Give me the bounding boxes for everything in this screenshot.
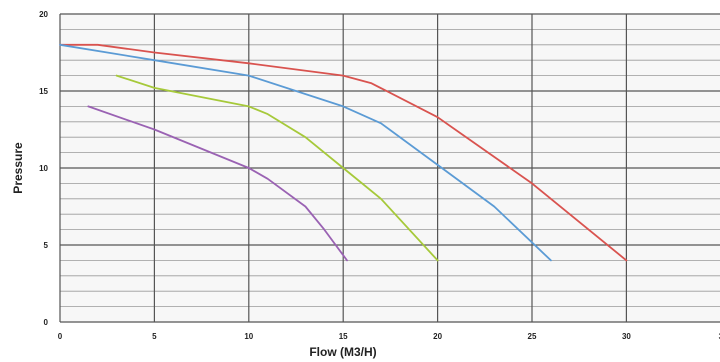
x-tick-label: 25 xyxy=(528,332,537,341)
x-tick-label: 20 xyxy=(433,332,442,341)
x-tick-label: 30 xyxy=(622,332,631,341)
minor-gridlines xyxy=(60,28,720,308)
y-tick-label: 20 xyxy=(39,10,48,19)
series-line-3 xyxy=(115,74,439,262)
x-tick-label: 10 xyxy=(244,332,253,341)
y-tick-label: 10 xyxy=(39,164,48,173)
x-tick-labels: 0 5 10 15 20 25 30 3 xyxy=(58,332,720,341)
y-tick-labels: 0 5 10 15 20 xyxy=(39,10,48,327)
x-tick-label: 0 xyxy=(58,332,63,341)
y-tick-label: 5 xyxy=(44,241,49,250)
series-line-1 xyxy=(59,43,628,262)
x-tick-label: 15 xyxy=(339,332,348,341)
x-axis-title: Flow (M3/H) xyxy=(309,345,376,359)
series-lines xyxy=(59,43,628,262)
y-tick-label: 15 xyxy=(39,87,48,96)
y-tick-label: 0 xyxy=(44,318,49,327)
x-tick-label: 5 xyxy=(152,332,157,341)
series-line-2 xyxy=(59,43,552,262)
y-axis-title: Pressure xyxy=(11,142,25,194)
series-line-4 xyxy=(87,105,348,262)
x-tick-label: 3 xyxy=(719,332,720,341)
